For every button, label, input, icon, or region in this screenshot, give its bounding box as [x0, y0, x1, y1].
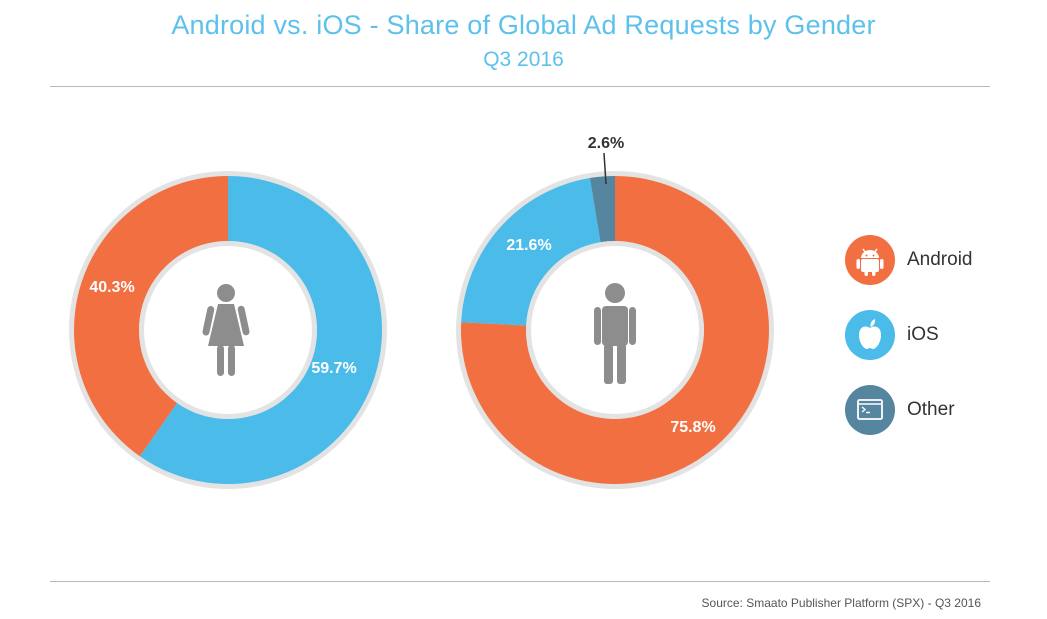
legend-item-other: Other: [845, 385, 1005, 435]
bottom-divider: [50, 581, 990, 582]
slice-other-male: [589, 176, 615, 243]
male-donut-chart: 75.8% 21.6% 2.6%: [456, 135, 774, 489]
slice-ios-female: [139, 175, 383, 485]
android-icon: [845, 235, 895, 285]
female-figure-icon: [202, 284, 250, 376]
other-callout-line: [603, 152, 607, 185]
data-label-ios-male: 21.6%: [506, 237, 551, 254]
apple-icon: [845, 310, 895, 360]
female-donut-chart: 59.7% 40.3%: [69, 171, 387, 489]
data-label-android-male: 75.8%: [670, 419, 715, 436]
slice-ios-male: [461, 178, 601, 326]
data-label-other-male: 2.6%: [588, 135, 624, 152]
legend-label-other: Other: [907, 399, 955, 420]
chart-title: Android vs. iOS - Share of Global Ad Req…: [171, 10, 876, 40]
slice-android-female: [74, 176, 229, 457]
source-note: Source: Smaato Publisher Platform (SPX) …: [701, 596, 981, 610]
legend-item-ios: iOS: [845, 310, 1005, 360]
data-label-ios-female: 59.7%: [311, 360, 356, 377]
top-divider: [50, 86, 990, 87]
legend-item-android: Android: [845, 235, 1005, 285]
terminal-icon: [845, 385, 895, 435]
legend-label-android: Android: [907, 249, 973, 270]
slice-android-male: [461, 176, 769, 485]
male-figure-icon: [594, 283, 636, 384]
chart-subtitle: Q3 2016: [483, 48, 564, 71]
data-label-android-female: 40.3%: [89, 279, 134, 296]
legend-label-ios: iOS: [907, 324, 939, 345]
